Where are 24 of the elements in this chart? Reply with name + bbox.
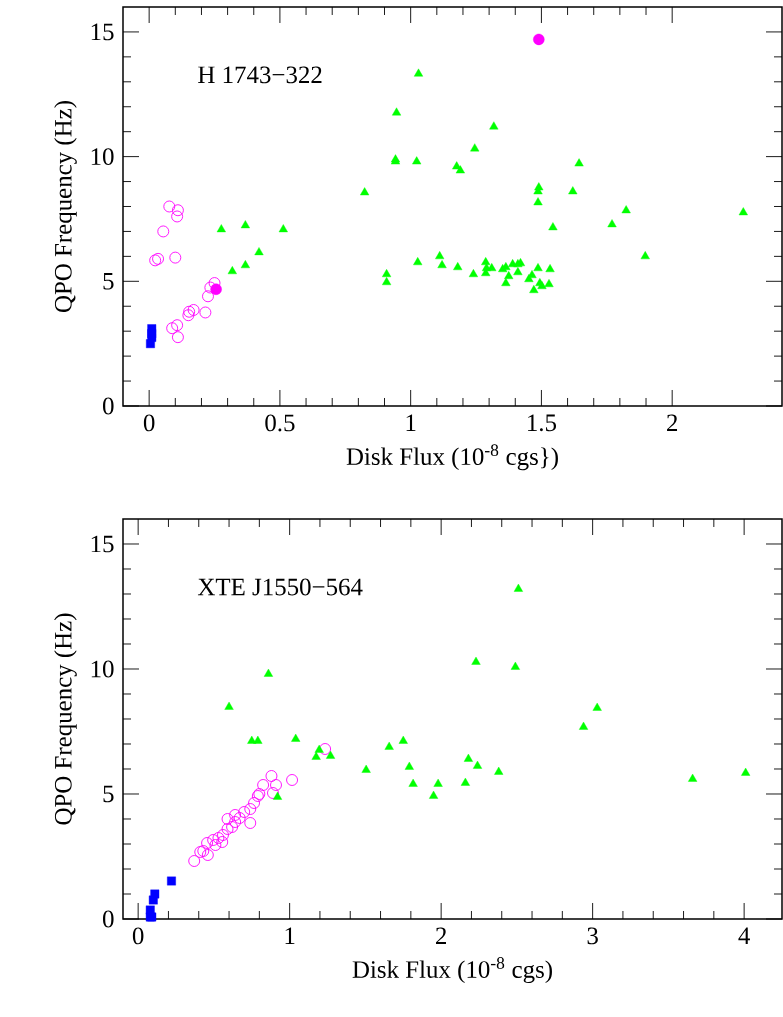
x-tick-label: 0.5 bbox=[265, 414, 295, 432]
y-tick-label: 5 bbox=[103, 785, 114, 803]
x-tick-label: 0 bbox=[143, 414, 155, 432]
x-tick-label: 2 bbox=[667, 414, 678, 431]
x-axis-title: Disk Flux (10$^{-8}$ cgs}) bbox=[346, 444, 558, 471]
y-axis-title: QPO Frequency (Hz) bbox=[54, 613, 77, 825]
y-tick-label: 0 bbox=[103, 397, 114, 415]
x-tick-label: 1 bbox=[406, 414, 416, 431]
x-axis-title: Disk Flux (10$^{-8}$ cgs) bbox=[352, 957, 552, 984]
y-tick-label: 15 bbox=[91, 535, 114, 553]
annotation: H 1743−322 bbox=[198, 66, 322, 84]
x-tick-label: 0 bbox=[132, 927, 144, 945]
y-tick-label: 10 bbox=[91, 148, 114, 166]
x-tick-label: 4 bbox=[738, 927, 750, 944]
y-axis-title: QPO Frequency (Hz) bbox=[54, 101, 77, 312]
annotation: XTE J1550−564 bbox=[197, 578, 363, 596]
x-tick-label: 1.5 bbox=[528, 414, 557, 432]
y-tick-label: 0 bbox=[103, 910, 114, 928]
y-tick-label: 5 bbox=[103, 273, 114, 290]
y-tick-label: 15 bbox=[91, 23, 114, 41]
x-tick-label: 2 bbox=[436, 927, 446, 944]
y-tick-label: 10 bbox=[91, 660, 114, 678]
x-tick-label: 3 bbox=[587, 927, 598, 945]
x-tick-label: 1 bbox=[285, 927, 295, 944]
